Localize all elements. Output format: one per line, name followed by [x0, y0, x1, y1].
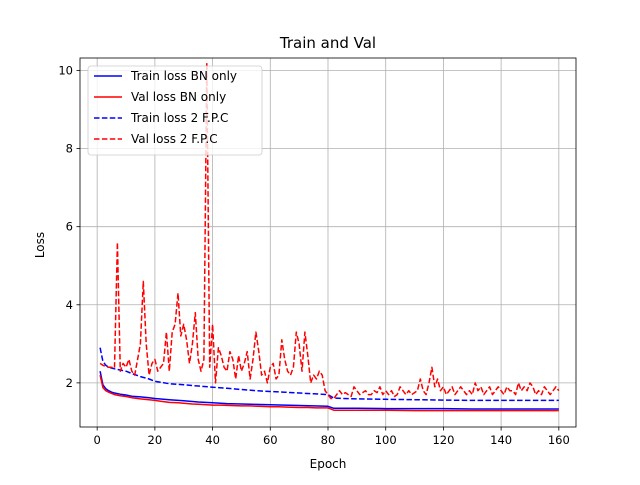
series-lines	[99, 61, 560, 412]
legend-box	[87, 65, 263, 156]
y-tick-label: 10	[58, 63, 73, 77]
y-tick-label: 2	[66, 376, 73, 390]
x-tick-label: 140	[490, 433, 512, 447]
y-tick-label: 4	[66, 298, 73, 312]
x-tick-label: 120	[432, 433, 454, 447]
legend-label: Val loss 2 F.P.C	[131, 132, 218, 146]
x-tick-label: 160	[548, 433, 570, 447]
series-line-1	[99, 371, 559, 410]
legend-label: Val loss BN only	[131, 90, 226, 104]
x-tick-label: 40	[205, 433, 220, 447]
series-line-3	[99, 347, 559, 402]
y-tick-label: 8	[66, 142, 73, 156]
axis-ticks: 0 20 40 60 80 100 120 140 160 2 4 6 8 10	[58, 63, 569, 447]
x-tick-label: 100	[375, 433, 397, 447]
x-tick-label: 0	[94, 433, 101, 447]
y-axis-label: Loss	[33, 232, 47, 258]
legend-label: Train loss BN only	[130, 69, 237, 83]
series-line-2	[99, 374, 559, 412]
x-axis-label: Epoch	[310, 457, 347, 471]
y-tick-label: 6	[66, 220, 73, 234]
x-tick-label: 20	[148, 433, 163, 447]
legend: Train loss BN only Val loss BN only Train …	[87, 65, 263, 156]
series-line-4	[99, 61, 560, 400]
legend-label: Train loss 2 F.P.C	[130, 111, 228, 125]
x-tick-label: 80	[321, 433, 336, 447]
chart-title: Train and Val	[279, 34, 376, 52]
x-tick-label: 60	[263, 433, 278, 447]
